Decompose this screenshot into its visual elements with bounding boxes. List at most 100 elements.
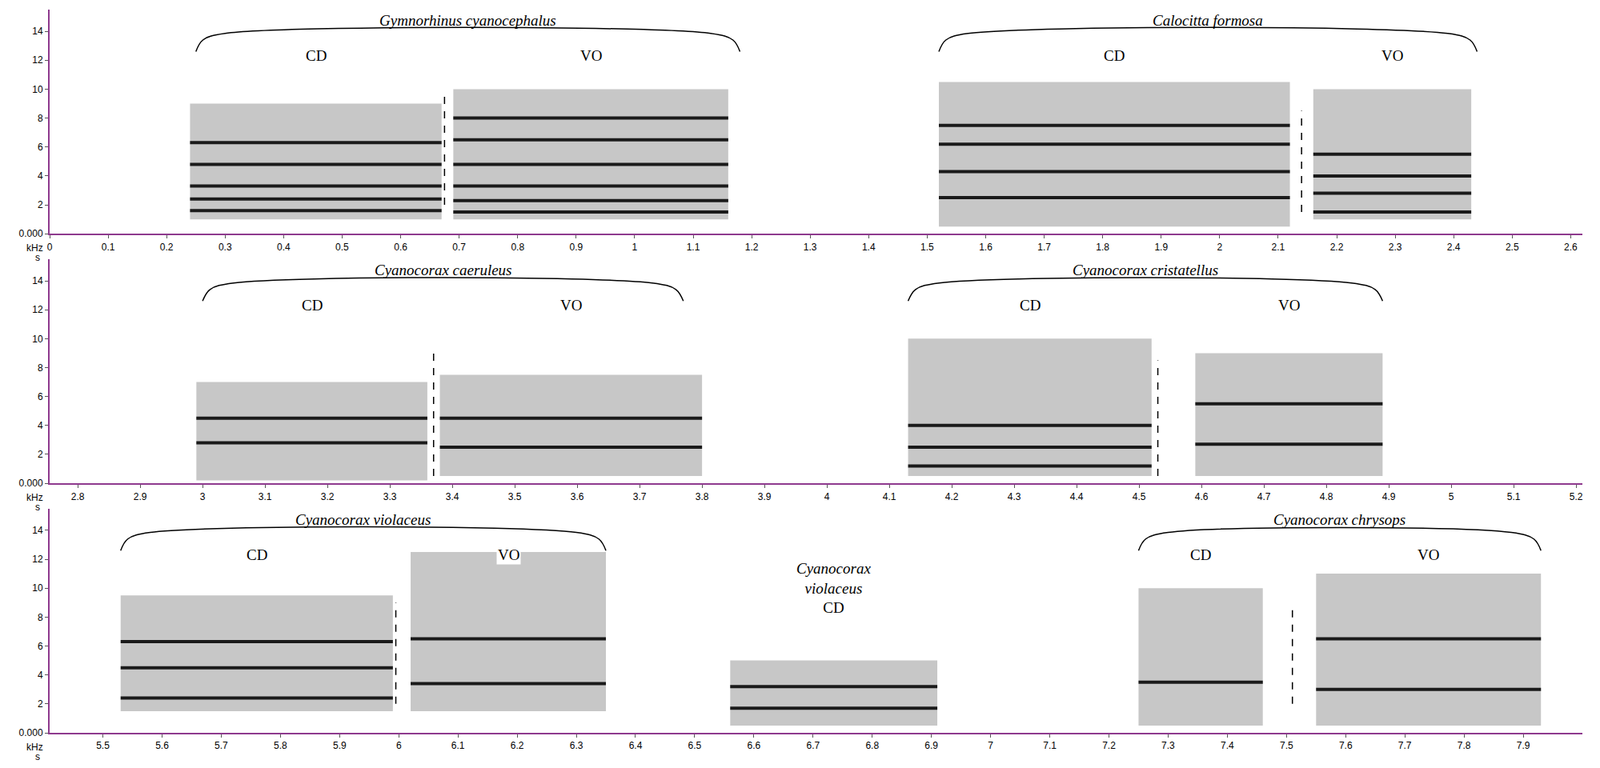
- svg-text:5.7: 5.7: [214, 740, 229, 752]
- svg-text:6.6: 6.6: [747, 740, 762, 752]
- svg-text:Cyanocorax caeruleus: Cyanocorax caeruleus: [374, 261, 512, 279]
- svg-text:4.1: 4.1: [882, 491, 897, 503]
- svg-text:0.000: 0.000: [19, 228, 44, 240]
- svg-text:7.1: 7.1: [1042, 740, 1057, 752]
- svg-text:2: 2: [1216, 241, 1223, 253]
- svg-text:4: 4: [37, 669, 44, 682]
- svg-text:7.6: 7.6: [1339, 740, 1353, 752]
- svg-text:Cyanocorax chrysops: Cyanocorax chrysops: [1273, 511, 1406, 529]
- svg-text:0.9: 0.9: [569, 241, 583, 253]
- svg-text:8: 8: [37, 362, 44, 374]
- svg-text:CD: CD: [301, 296, 323, 314]
- svg-text:7.4: 7.4: [1220, 740, 1235, 752]
- svg-text:6: 6: [37, 641, 44, 653]
- svg-text:1.5: 1.5: [920, 241, 935, 253]
- svg-text:7.7: 7.7: [1398, 740, 1412, 752]
- svg-text:CD: CD: [246, 546, 268, 564]
- svg-text:0.3: 0.3: [218, 241, 233, 253]
- svg-text:8: 8: [37, 612, 44, 624]
- svg-text:4.9: 4.9: [1382, 491, 1396, 503]
- svg-text:s: s: [35, 501, 41, 514]
- svg-text:1.4: 1.4: [862, 241, 876, 253]
- svg-text:6: 6: [37, 391, 44, 403]
- svg-text:1.3: 1.3: [803, 241, 818, 253]
- svg-text:2.8: 2.8: [71, 491, 85, 503]
- svg-text:s: s: [35, 751, 41, 763]
- svg-text:4: 4: [37, 420, 44, 432]
- svg-text:kHz: kHz: [26, 242, 44, 254]
- svg-text:7.3: 7.3: [1161, 740, 1175, 752]
- svg-text:3.9: 3.9: [757, 491, 772, 503]
- svg-text:3.4: 3.4: [445, 491, 460, 503]
- svg-text:4.8: 4.8: [1319, 491, 1334, 503]
- svg-text:VO: VO: [497, 546, 520, 564]
- svg-text:0.000: 0.000: [19, 727, 44, 739]
- svg-text:VO: VO: [580, 47, 602, 65]
- svg-text:0.4: 0.4: [276, 241, 291, 253]
- svg-text:4: 4: [824, 491, 831, 503]
- svg-text:0.1: 0.1: [101, 241, 116, 253]
- svg-text:10: 10: [32, 582, 44, 594]
- svg-text:3.2: 3.2: [320, 491, 335, 503]
- svg-text:CD: CD: [305, 47, 327, 65]
- svg-text:2.6: 2.6: [1563, 241, 1578, 253]
- svg-text:1.6: 1.6: [978, 241, 993, 253]
- svg-text:CD: CD: [1190, 546, 1212, 564]
- svg-text:4.6: 4.6: [1194, 491, 1209, 503]
- svg-text:2.4: 2.4: [1447, 241, 1461, 253]
- svg-text:14: 14: [32, 275, 44, 287]
- svg-text:4.3: 4.3: [1007, 491, 1022, 503]
- svg-text:3: 3: [200, 491, 206, 503]
- svg-text:7.2: 7.2: [1102, 740, 1116, 752]
- svg-text:2.2: 2.2: [1330, 241, 1344, 253]
- svg-text:0.8: 0.8: [510, 241, 525, 253]
- svg-text:2: 2: [37, 698, 44, 710]
- svg-text:6.2: 6.2: [510, 740, 525, 752]
- svg-text:5.6: 5.6: [155, 740, 169, 752]
- svg-text:CD: CD: [1019, 296, 1041, 314]
- svg-text:6.1: 6.1: [451, 740, 466, 752]
- svg-text:3.5: 3.5: [508, 491, 522, 503]
- svg-text:Gymnorhinus cyanocephalus: Gymnorhinus cyanocephalus: [379, 12, 557, 29]
- svg-text:5.9: 5.9: [332, 740, 347, 752]
- svg-text:Calocitta formosa: Calocitta formosa: [1152, 12, 1264, 29]
- svg-text:6.8: 6.8: [865, 740, 879, 752]
- svg-text:5.2: 5.2: [1569, 491, 1584, 503]
- svg-text:2.9: 2.9: [133, 491, 148, 503]
- svg-text:6.9: 6.9: [924, 740, 939, 752]
- svg-text:CyanocoraxviolaceusCD: CyanocoraxviolaceusCD: [796, 560, 871, 617]
- svg-text:5: 5: [1448, 491, 1455, 503]
- svg-text:4.4: 4.4: [1070, 491, 1084, 503]
- svg-text:kHz: kHz: [26, 741, 44, 754]
- svg-text:6.3: 6.3: [569, 740, 584, 752]
- svg-text:3.8: 3.8: [695, 491, 710, 503]
- svg-text:1.8: 1.8: [1095, 241, 1110, 253]
- svg-text:6: 6: [37, 141, 44, 153]
- svg-text:1.9: 1.9: [1154, 241, 1168, 253]
- svg-text:VO: VO: [1278, 296, 1300, 314]
- svg-text:4.5: 4.5: [1132, 491, 1147, 503]
- svg-text:2: 2: [37, 199, 44, 211]
- svg-text:0: 0: [47, 241, 53, 253]
- svg-text:0.2: 0.2: [160, 241, 174, 253]
- svg-text:14: 14: [32, 525, 44, 537]
- svg-text:7: 7: [987, 740, 994, 752]
- svg-text:5.1: 5.1: [1507, 491, 1521, 503]
- svg-text:4.2: 4.2: [945, 491, 959, 503]
- svg-text:8: 8: [37, 112, 44, 125]
- svg-text:2: 2: [37, 449, 44, 461]
- svg-text:2.1: 2.1: [1271, 241, 1286, 253]
- svg-text:0.6: 0.6: [393, 241, 408, 253]
- svg-text:5.8: 5.8: [273, 740, 288, 752]
- svg-text:4.7: 4.7: [1257, 491, 1272, 503]
- svg-text:2.5: 2.5: [1505, 241, 1520, 253]
- svg-text:14: 14: [32, 25, 44, 37]
- svg-text:5.5: 5.5: [96, 740, 110, 752]
- svg-text:0.7: 0.7: [452, 241, 466, 253]
- svg-text:12: 12: [32, 54, 44, 66]
- svg-text:12: 12: [32, 304, 44, 316]
- svg-text:kHz: kHz: [26, 492, 44, 504]
- svg-text:7.5: 7.5: [1279, 740, 1294, 752]
- svg-text:6.7: 6.7: [806, 740, 820, 752]
- svg-text:s: s: [35, 252, 41, 264]
